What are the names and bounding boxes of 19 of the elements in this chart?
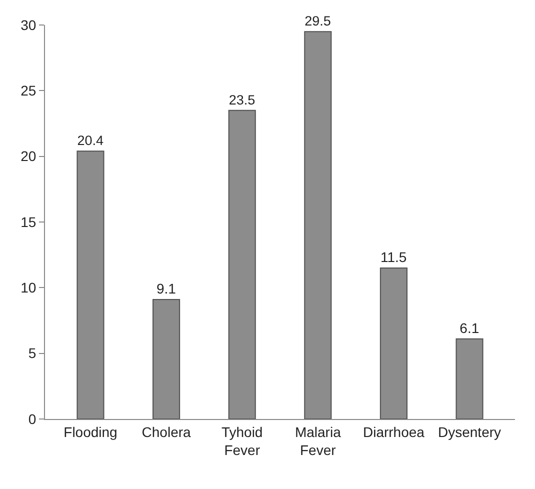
x-tick-label: Tyhoid Fever	[221, 424, 263, 458]
y-tick-label: 20	[20, 148, 36, 164]
data-label: 6.1	[460, 320, 480, 336]
y-tick-label: 25	[20, 82, 36, 99]
data-label: 29.5	[304, 14, 331, 29]
x-tick-label: Flooding	[64, 424, 118, 440]
data-label: 20.4	[77, 133, 104, 148]
y-tick-label: 10	[20, 280, 36, 296]
x-tick-label: Diarrhoea	[362, 424, 425, 440]
data-label: 9.1	[156, 280, 176, 296]
data-label: 23.5	[228, 92, 256, 108]
x-tick-label: Dysentery	[438, 424, 502, 440]
y-tick-label: 5	[28, 345, 36, 362]
y-tick-label: 0	[28, 410, 36, 427]
x-tick-label: Cholera	[142, 424, 192, 440]
y-tick-label: 30	[20, 16, 36, 33]
x-tick-label: Malaria Fever	[294, 424, 342, 458]
data-label: 11.5	[380, 248, 407, 265]
y-tick-label: 15	[20, 214, 36, 230]
